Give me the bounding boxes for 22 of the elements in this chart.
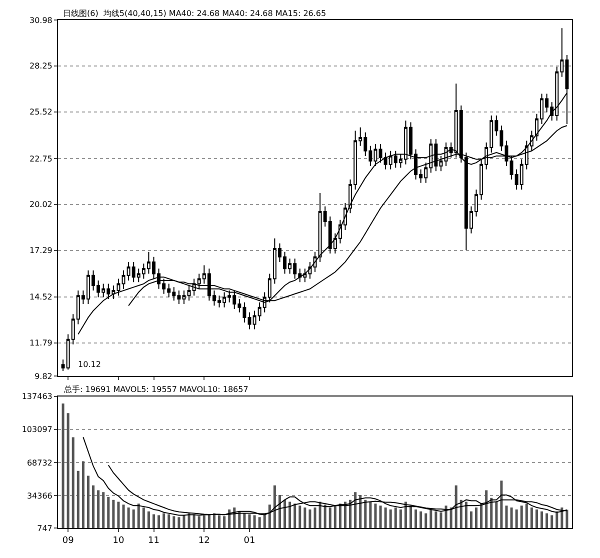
chart-title: 总手: 19691 MAVOL5: 19557 MAVOL10: 18657: [63, 385, 248, 394]
x-tick-label: 09: [62, 536, 74, 546]
x-tick-label: 01: [244, 536, 256, 546]
y-tick-label: 14.52: [29, 292, 52, 302]
y-tick-label: 20.02: [29, 200, 52, 210]
y-tick-label: 17.29: [29, 246, 52, 256]
y-tick-label: 103097: [22, 425, 52, 434]
y-tick-label: 28.25: [29, 62, 52, 71]
y-tick-label: 34366: [26, 491, 52, 500]
x-tick-label: 12: [198, 536, 210, 546]
chart-title: 日线图(6) 均线5(40,40,15) MA40: 24.68 MA40: 24.68 MA15: 26.65: [63, 9, 326, 18]
y-tick-label: 25.52: [29, 108, 52, 117]
y-tick-label: 9.82: [34, 372, 52, 381]
y-tick-label: 30.98: [29, 16, 52, 25]
y-tick-label: 137463: [22, 392, 52, 402]
y-tick-label: 22.75: [29, 154, 52, 164]
y-tick-label: 68732: [26, 458, 52, 468]
annotation: 10.12: [78, 360, 101, 369]
y-tick-label: 747: [37, 524, 52, 533]
x-tick-label: 11: [148, 536, 160, 546]
y-tick-label: 11.79: [29, 338, 52, 348]
x-tick-label: 10: [112, 536, 124, 546]
